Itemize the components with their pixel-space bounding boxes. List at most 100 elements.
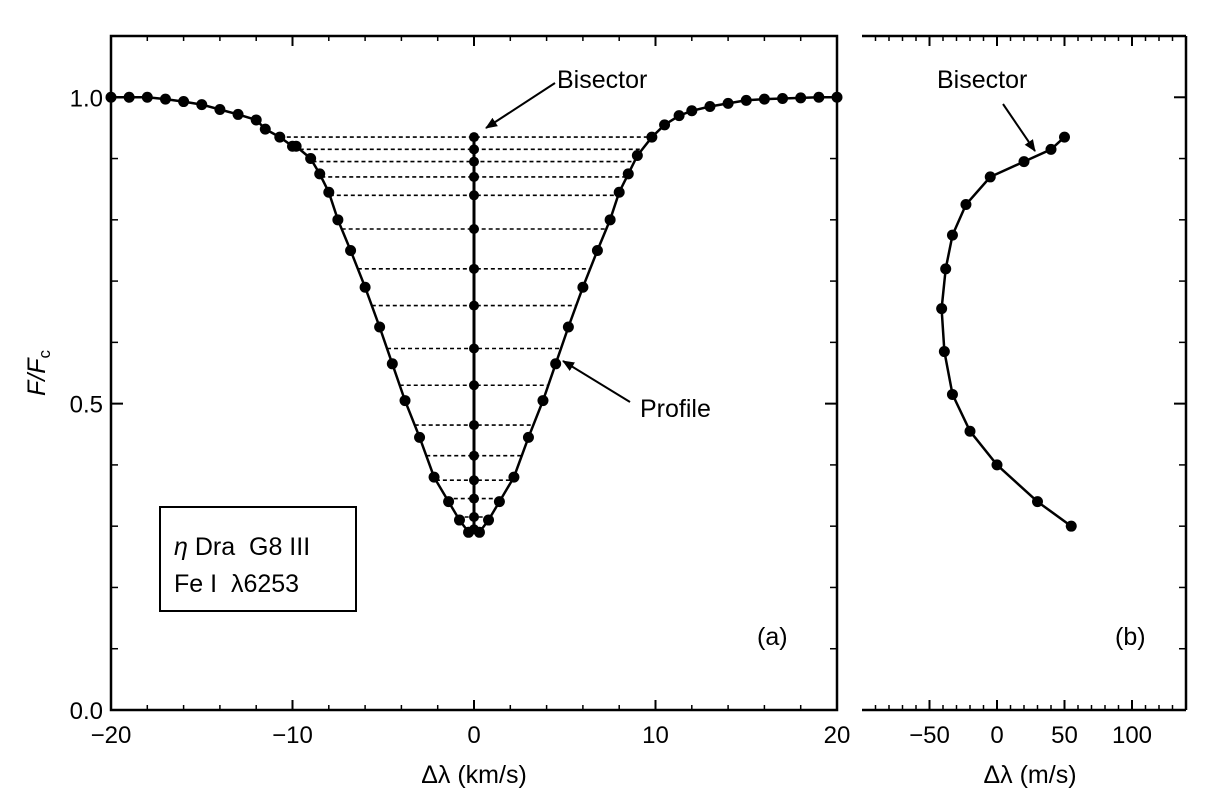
profile-point <box>428 471 440 483</box>
a-xtick-label: −20 <box>91 722 132 749</box>
profile-point <box>259 123 271 135</box>
profile-point <box>399 395 411 407</box>
panel-a-label: (a) <box>757 623 788 651</box>
a-ytick-label: 0.0 <box>70 698 103 725</box>
profile-point <box>178 96 190 108</box>
profile-point <box>646 131 658 143</box>
profile-label: Profile <box>640 395 711 423</box>
b-bisector-point <box>1045 143 1057 155</box>
a-ytick-label: 1.0 <box>70 85 103 112</box>
b-bisector-point <box>938 346 950 358</box>
bisector-point <box>469 132 479 143</box>
profile-point <box>250 114 262 126</box>
bisector-point <box>469 156 479 167</box>
panel-b: −50 0 50 100 Bisector (b) Δλ (m/s) <box>862 34 1188 789</box>
panel-b-bisector-label: Bisector <box>937 66 1027 94</box>
b-bisector-point <box>984 171 996 183</box>
a-xtick-label: 20 <box>824 722 851 749</box>
profile-point <box>105 91 117 103</box>
bisector-point <box>469 475 479 486</box>
profile-point <box>508 471 520 483</box>
bisector-point <box>469 380 479 391</box>
profile-point <box>232 108 244 120</box>
profile-point <box>374 321 386 333</box>
panel-a-ticks: −20 −10 0 10 20 0.0 0.5 1.0 <box>70 35 851 749</box>
panel-b-xlabel: Δλ (m/s) <box>983 761 1076 789</box>
legend-line-1: η Dra G8 III <box>174 533 310 561</box>
bisector-point <box>469 300 479 311</box>
b-bisector-point <box>960 199 972 210</box>
profile-point <box>537 395 549 407</box>
profile-series <box>105 91 843 538</box>
bisector-point <box>469 493 479 504</box>
profile-point <box>673 110 685 122</box>
bisector-point <box>469 171 479 182</box>
profile-point <box>159 93 171 105</box>
b-bisector-point <box>964 425 976 437</box>
profile-point <box>141 91 153 103</box>
profile-point <box>740 94 752 106</box>
a-xtick-label: 0 <box>467 722 480 749</box>
b-xtick-label: 100 <box>1112 722 1152 749</box>
profile-point <box>214 104 226 116</box>
profile-point <box>274 131 286 143</box>
b-bisector-point <box>940 263 952 275</box>
profile-point <box>359 281 371 293</box>
profile-point <box>550 358 562 370</box>
b-bisector-point <box>1059 131 1070 143</box>
b-bisector-point <box>1065 520 1077 532</box>
bisector-point <box>469 420 479 431</box>
profile-point <box>332 214 344 226</box>
b-bisector-point <box>991 459 1003 471</box>
bisector-point <box>469 524 479 535</box>
profile-point <box>323 186 335 198</box>
profile-point <box>591 244 603 256</box>
b-bisector-point <box>1018 156 1030 168</box>
profile-point <box>314 168 326 180</box>
panel-b-bisector-arrow <box>1002 103 1036 152</box>
profile-point <box>813 91 825 103</box>
bisector-point <box>469 144 479 155</box>
profile-point <box>686 105 698 117</box>
profile-point <box>443 496 455 508</box>
profile-point <box>613 186 625 198</box>
bisector-label: Bisector <box>557 66 647 94</box>
legend-box: η Dra G8 III Fe I λ6253 <box>159 506 357 612</box>
a-xtick-label: −10 <box>272 722 313 749</box>
profile-point <box>758 93 770 105</box>
profile-point <box>386 358 398 370</box>
bisector-point <box>469 190 479 201</box>
profile-point <box>704 100 716 112</box>
profile-point <box>659 119 671 131</box>
profile-point <box>622 168 634 180</box>
panel-b-ticks: −50 0 50 100 <box>874 35 1186 749</box>
bisector-arrow <box>485 82 556 129</box>
profile-arrow <box>562 360 631 403</box>
a-xtick-label: 10 <box>642 722 669 749</box>
panel-a-xlabel: Δλ (km/s) <box>421 761 527 789</box>
profile-point <box>305 153 317 165</box>
b-bisector-point <box>946 388 958 400</box>
profile-point <box>196 99 208 111</box>
bisector-point <box>469 263 479 274</box>
panel-a: −20 −10 0 10 20 0.0 0.5 1.0 Bisector Profile η … <box>23 34 851 789</box>
b-xtick-label: 0 <box>990 722 1003 749</box>
profile-point <box>831 91 843 103</box>
bisector-point <box>469 511 479 522</box>
profile-point <box>453 514 465 526</box>
b-bisector-point <box>1032 496 1043 508</box>
panel-b-label: (b) <box>1115 623 1146 651</box>
profile-point <box>290 140 302 152</box>
bisector-point <box>469 224 479 235</box>
legend-line-2: Fe I λ6253 <box>174 570 299 598</box>
profile-point <box>604 214 616 226</box>
b-bisector-line <box>940 136 1073 528</box>
bisector-series <box>469 132 479 535</box>
profile-point <box>722 97 734 109</box>
b-xtick-label: −50 <box>909 722 950 749</box>
bisector-point <box>469 450 479 461</box>
profile-point <box>345 244 357 256</box>
b-bisector-point <box>936 303 948 315</box>
b-bisector-point <box>946 229 958 241</box>
